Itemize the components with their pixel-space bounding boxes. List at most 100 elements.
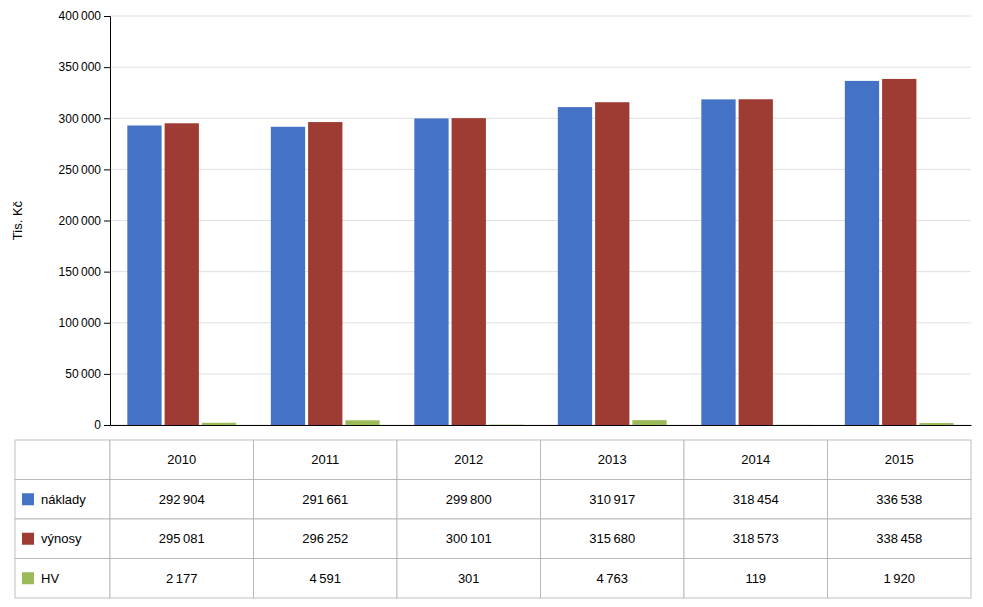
bar	[308, 122, 342, 425]
grid-line	[110, 271, 971, 272]
grid-line	[110, 322, 971, 323]
x-axis	[111, 425, 972, 426]
table-cell	[254, 519, 398, 559]
table-cell	[397, 559, 541, 599]
bar	[776, 424, 810, 425]
table-cell	[15, 480, 110, 520]
tick-label: 350 000	[59, 60, 102, 74]
tick-mark	[104, 16, 110, 17]
tick-mark	[104, 323, 110, 324]
table-value: 310 917	[589, 492, 635, 507]
bar	[202, 423, 236, 425]
y-axis-title: Tis. Kč	[10, 200, 25, 240]
y-tick: 100 000	[59, 316, 110, 330]
bar-series	[127, 81, 879, 425]
axis-line	[111, 425, 972, 426]
table-cell	[828, 519, 972, 559]
table-value: 1 920	[883, 571, 915, 586]
y-tick: 200 000	[59, 214, 110, 228]
category-label: 2010	[167, 452, 196, 467]
bars	[127, 79, 953, 425]
category-label: 2014	[741, 452, 770, 467]
y-tick: 400 000	[59, 9, 110, 23]
table-cell	[110, 519, 254, 559]
bar	[558, 107, 592, 425]
grid-line	[110, 169, 971, 170]
legend-swatch	[22, 533, 34, 545]
y-tick: 250 000	[59, 163, 110, 177]
y-tick: 150 000	[59, 265, 110, 279]
table-cell	[254, 440, 398, 480]
tick-mark	[104, 221, 110, 222]
table-cell	[541, 559, 685, 599]
bar	[489, 424, 523, 425]
table-cell	[541, 480, 685, 520]
table-cell	[110, 559, 254, 599]
data-table: 201020112012201320142015náklady292 90429…	[15, 440, 971, 598]
table-cell	[541, 519, 685, 559]
table-value: 336 538	[876, 492, 922, 507]
table-cell	[684, 480, 828, 520]
legend-swatch	[22, 493, 34, 505]
bar	[701, 99, 735, 425]
tick-label: 50 000	[65, 367, 101, 381]
bar	[165, 123, 199, 425]
grid-line	[110, 118, 971, 119]
table-cell	[397, 480, 541, 520]
tick-mark	[104, 67, 110, 68]
bar-series	[202, 420, 954, 425]
y-tick: 300 000	[59, 112, 110, 126]
table-cell	[684, 519, 828, 559]
table-value: 291 661	[302, 492, 348, 507]
table-cell	[828, 559, 972, 599]
legend-entry: HV	[41, 571, 59, 586]
tick-label: 100 000	[59, 316, 102, 330]
axis-line	[104, 17, 111, 426]
y-tick: 350 000	[59, 60, 110, 74]
table-value: 299 800	[446, 492, 492, 507]
table-value: 4 591	[309, 571, 341, 586]
bar	[452, 118, 486, 425]
tick-label: 300 000	[59, 112, 102, 126]
table-value: 295 081	[159, 531, 205, 546]
grid-line	[110, 67, 971, 68]
table-value: 338 458	[876, 531, 922, 546]
bar	[739, 99, 773, 425]
tick-label: 400 000	[59, 9, 102, 23]
table-cell	[541, 440, 685, 480]
tick-label: 150 000	[59, 265, 102, 279]
category-label: 2011	[311, 452, 339, 467]
bar	[271, 127, 305, 425]
bar-series	[165, 79, 917, 425]
tick-mark	[104, 272, 110, 273]
table-value: 300 101	[446, 531, 492, 546]
table-value: 4 763	[596, 571, 628, 586]
table-cell	[110, 440, 254, 480]
grid-line	[110, 220, 971, 221]
tick-label: 200 000	[59, 214, 102, 228]
tick-label: 0	[94, 418, 101, 432]
table-value: 318 454	[733, 492, 779, 507]
category-label: 2013	[598, 452, 627, 467]
table-value: 296 252	[302, 531, 348, 546]
table-cell	[828, 440, 972, 480]
table-cell	[254, 480, 398, 520]
table-cell	[15, 559, 110, 599]
bar	[882, 79, 916, 425]
table-cell	[397, 440, 541, 480]
bar	[632, 420, 666, 425]
bar	[595, 102, 629, 425]
tick-mark	[104, 374, 110, 375]
y-axis: 0 50 000 100 000 150 000 200 000 250 000 300 0…	[59, 9, 111, 432]
table-value: 2 177	[166, 571, 198, 586]
bar	[919, 423, 953, 425]
bar	[127, 126, 161, 425]
grid-line	[110, 16, 971, 17]
table-value: 301	[458, 571, 480, 586]
table-value: 318 573	[733, 531, 779, 546]
category-label: 2015	[885, 452, 914, 467]
table-cell	[684, 559, 828, 599]
table-cell	[15, 519, 110, 559]
table-value: 292 904	[159, 492, 205, 507]
legend-entry: náklady	[41, 492, 86, 507]
